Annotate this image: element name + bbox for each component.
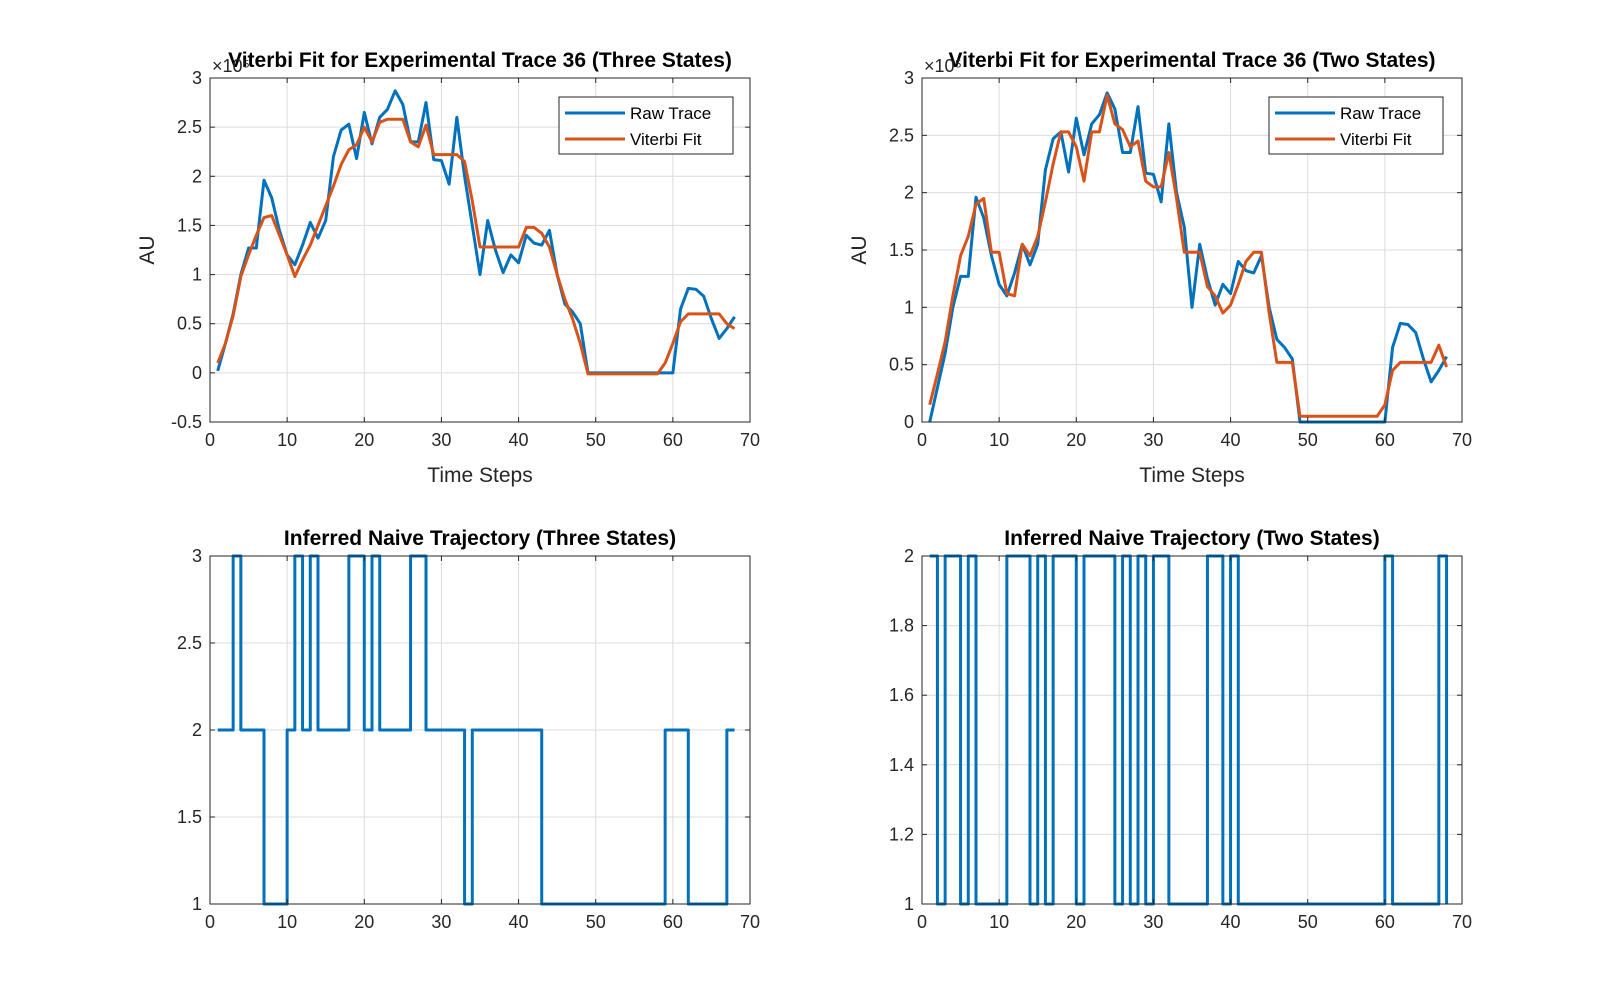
legend: Raw Trace Viterbi Fit bbox=[558, 96, 734, 155]
exponent-label: ×10⁵ bbox=[212, 56, 250, 76]
legend-label-raw-trace: Raw Trace bbox=[630, 104, 711, 123]
legend-label-viterbi-fit: Viterbi Fit bbox=[630, 130, 702, 149]
x-tick-label: 30 bbox=[431, 912, 451, 932]
y-tick-label: 1.6 bbox=[889, 685, 914, 705]
legend-box bbox=[1268, 96, 1444, 155]
x-tick-label: 10 bbox=[277, 912, 297, 932]
y-axis-label: AU bbox=[136, 235, 159, 264]
x-axis-label: Time Steps bbox=[1139, 464, 1244, 487]
y-tick-label: 1.5 bbox=[177, 807, 202, 827]
exponent-label: ×10⁵ bbox=[924, 56, 962, 76]
legend-label-viterbi-fit: Viterbi Fit bbox=[1340, 130, 1412, 149]
y-tick-label: 1 bbox=[904, 297, 914, 317]
x-tick-label: 50 bbox=[1298, 430, 1318, 450]
x-tick-label: 50 bbox=[586, 430, 606, 450]
y-tick-label: 2.5 bbox=[177, 633, 202, 653]
x-tick-label: 10 bbox=[277, 430, 297, 450]
x-tick-label: 0 bbox=[917, 912, 927, 932]
x-tick-label: 20 bbox=[354, 430, 374, 450]
x-tick-label: 10 bbox=[989, 912, 1009, 932]
x-tick-label: 70 bbox=[740, 912, 760, 932]
x-tick-label: 20 bbox=[1066, 430, 1086, 450]
x-tick-label: 50 bbox=[586, 912, 606, 932]
x-tick-label: 10 bbox=[989, 430, 1009, 450]
x-tick-label: 0 bbox=[917, 430, 927, 450]
x-tick-label: 60 bbox=[1375, 430, 1395, 450]
x-tick-label: 40 bbox=[509, 430, 529, 450]
y-axis-label: AU bbox=[848, 235, 871, 264]
y-tick-label: 1.5 bbox=[177, 215, 202, 235]
three-state-trajectory-panel: 0 10 20 30 40 50 60 70 1 1.5 2 2.5 3 Inferred Naive … bbox=[177, 527, 760, 932]
legend-label-raw-trace: Raw Trace bbox=[1340, 104, 1421, 123]
x-tick-label: 60 bbox=[1375, 912, 1395, 932]
two-state-trajectory-panel: 0 10 20 30 40 50 60 70 1 1.2 1.4 1.6 1.8 2 Inferred N… bbox=[889, 527, 1472, 932]
chart-title: Viterbi Fit for Experimental Trace 36 (T… bbox=[948, 49, 1435, 72]
y-tick-label: 2 bbox=[192, 166, 202, 186]
series-line-viterbi-fit bbox=[928, 93, 1448, 418]
y-tick-label: 0 bbox=[192, 363, 202, 383]
two-state-fit-panel: 0 10 20 30 40 50 60 70 0 0.5 1 1.5 2 2.5 3 Viterbi Fit… bbox=[848, 49, 1472, 487]
x-tick-label: 60 bbox=[663, 430, 683, 450]
legend-box bbox=[558, 96, 734, 155]
x-tick-label: 70 bbox=[1452, 912, 1472, 932]
y-tick-label: 2 bbox=[904, 183, 914, 203]
y-tick-label: 1.8 bbox=[889, 616, 914, 636]
x-tick-label: 30 bbox=[1143, 430, 1163, 450]
x-tick-label: 30 bbox=[431, 430, 451, 450]
legend: Raw Trace Viterbi Fit bbox=[1268, 96, 1444, 155]
y-tick-label: 2 bbox=[904, 546, 914, 566]
x-tick-label: 0 bbox=[205, 912, 215, 932]
x-tick-label: 20 bbox=[354, 912, 374, 932]
x-tick-label: 60 bbox=[663, 912, 683, 932]
series-line-viterbi-fit bbox=[216, 117, 736, 376]
y-tick-label: 1 bbox=[904, 894, 914, 914]
chart-title: Inferred Naive Trajectory (Three States) bbox=[284, 527, 676, 550]
x-tick-label: 40 bbox=[509, 912, 529, 932]
y-tick-label: -0.5 bbox=[171, 412, 202, 432]
y-tick-label: 0 bbox=[904, 412, 914, 432]
chart-title: Inferred Naive Trajectory (Two States) bbox=[1004, 527, 1379, 550]
x-tick-label: 70 bbox=[1452, 430, 1472, 450]
three-state-fit-panel: 0 10 20 30 40 50 60 70-0.500.511.522.53 Viterbi… bbox=[136, 49, 760, 487]
x-tick-label: 40 bbox=[1221, 912, 1241, 932]
y-tick-label: 3 bbox=[192, 546, 202, 566]
y-tick-label: 3 bbox=[904, 68, 914, 88]
plot-area bbox=[921, 555, 1463, 905]
y-tick-label: 1 bbox=[192, 894, 202, 914]
x-tick-label: 50 bbox=[1298, 912, 1318, 932]
y-tick-label: 1.2 bbox=[889, 824, 914, 844]
x-axis-label: Time Steps bbox=[427, 464, 532, 487]
x-tick-label: 70 bbox=[740, 430, 760, 450]
y-tick-label: 1.4 bbox=[889, 755, 914, 775]
y-tick-label: 0.5 bbox=[889, 355, 914, 375]
y-tick-label: 2.5 bbox=[177, 117, 202, 137]
y-tick-label: 2.5 bbox=[889, 125, 914, 145]
x-tick-label: 40 bbox=[1221, 430, 1241, 450]
x-tick-label: 0 bbox=[205, 430, 215, 450]
chart-title: Viterbi Fit for Experimental Trace 36 (T… bbox=[228, 49, 732, 72]
y-tick-label: 1.5 bbox=[889, 240, 914, 260]
y-tick-label: 0.5 bbox=[177, 314, 202, 334]
y-tick-label: 1 bbox=[192, 265, 202, 285]
x-tick-label: 20 bbox=[1066, 912, 1086, 932]
y-tick-label: 2 bbox=[192, 720, 202, 740]
x-tick-label: 30 bbox=[1143, 912, 1163, 932]
y-tick-label: 3 bbox=[192, 68, 202, 88]
